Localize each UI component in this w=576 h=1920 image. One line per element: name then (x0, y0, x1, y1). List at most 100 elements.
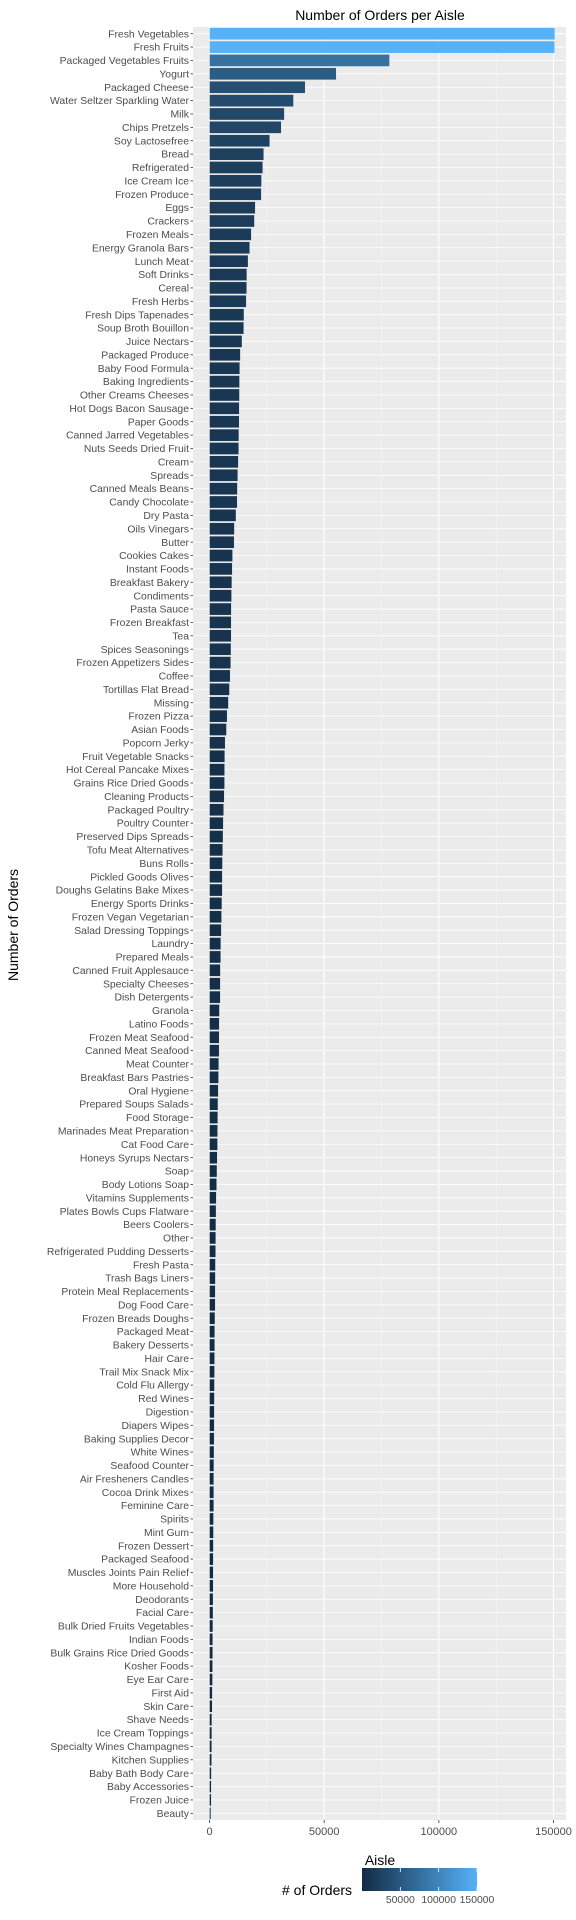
y-tick-label: Fruit Vegetable Snacks (82, 752, 189, 763)
bar (210, 1486, 214, 1498)
y-tick-label: Cocoa Drink Mixes (102, 1488, 189, 1499)
bar (210, 1473, 214, 1485)
y-tick-label: Canned Jarred Vegetables (66, 431, 189, 442)
y-tick-label: Fresh Pasta (133, 1260, 189, 1271)
bar (210, 616, 232, 628)
bar (210, 1767, 212, 1779)
x-axis-title: Aisle (365, 1852, 396, 1868)
y-tick-label: Eggs (165, 203, 189, 214)
y-tick-label: Baby Bath Body Care (89, 1769, 189, 1780)
y-tick-label: Oral Hygiene (128, 1086, 189, 1097)
y-tick-label: Diapers Wipes (121, 1421, 189, 1432)
bar (210, 1098, 218, 1110)
y-tick-label: Indian Foods (129, 1635, 189, 1646)
bar (210, 1085, 219, 1097)
bar (210, 777, 225, 789)
bar (210, 1580, 214, 1592)
bar (210, 1219, 216, 1231)
x-axis: 0 50000 100000 150000 (206, 1820, 571, 1838)
y-tick-label: Packaged Vegetables Fruits (60, 56, 189, 67)
y-tick-label: Packaged Cheese (104, 83, 189, 94)
y-tick-label: Dish Detergents (114, 993, 189, 1004)
bar (210, 282, 247, 294)
bar (210, 657, 231, 669)
bar (210, 964, 221, 976)
y-tick-label: Baking Supplies Decor (84, 1434, 190, 1445)
y-tick-label: Breakfast Bars Pastries (80, 1073, 189, 1084)
y-tick-label: Tortillas Flat Bread (103, 685, 189, 696)
y-tick-label: Baby Food Formula (98, 364, 189, 375)
y-tick-label: Eye Ear Care (127, 1675, 190, 1686)
y-tick-label: Breakfast Bakery (110, 578, 190, 589)
bar (210, 857, 223, 869)
y-tick-label: Facial Care (136, 1608, 189, 1619)
bar (210, 1366, 215, 1378)
y-tick-label: Pickled Goods Olives (90, 872, 189, 883)
y-tick-label: Popcorn Jerky (123, 738, 190, 749)
bar (210, 1513, 214, 1525)
bar (210, 991, 221, 1003)
bar (210, 723, 227, 735)
bar (210, 1058, 219, 1070)
bar (210, 790, 225, 802)
bar (210, 1647, 213, 1659)
y-tick-label: Red Wines (138, 1394, 189, 1405)
y-tick-label: Specialty Cheeses (103, 979, 189, 990)
legend-tick-label: 150000 (460, 1895, 495, 1906)
legend-colorbar (362, 1868, 477, 1891)
bar (210, 871, 223, 883)
y-tick-label: Canned Meals Beans (90, 484, 189, 495)
y-tick-label: Prepared Meals (116, 953, 189, 964)
bar (210, 442, 239, 454)
bar (210, 121, 282, 133)
bar (210, 1178, 217, 1190)
bar (210, 938, 221, 950)
y-tick-label: Spreads (150, 471, 189, 482)
y-tick-label: Packaged Produce (101, 350, 189, 361)
y-tick-label: Instant Foods (126, 565, 189, 576)
bar (210, 295, 247, 307)
bar (210, 1165, 217, 1177)
bar (210, 148, 264, 160)
y-tick-label: Laundry (151, 939, 189, 950)
y-tick-label: Spirits (160, 1515, 189, 1526)
x-tick-label: 0 (206, 1826, 212, 1838)
y-tick-label: Digestion (146, 1407, 190, 1418)
bar (210, 362, 240, 374)
y-tick-label: Baby Accessories (107, 1782, 189, 1793)
bar (210, 1459, 214, 1471)
y-tick-label: Body Lotions Soap (102, 1180, 189, 1191)
bar (210, 1152, 218, 1164)
y-tick-label: Water Seltzer Sparkling Water (50, 96, 190, 107)
y-tick-label: Vitamins Supplements (86, 1193, 189, 1204)
bar (210, 1553, 214, 1565)
y-tick-label: Kosher Foods (124, 1662, 189, 1673)
bar (210, 710, 228, 722)
bar (210, 322, 244, 334)
y-tick-label: Skin Care (143, 1702, 189, 1713)
y-tick-label: Doughs Gelatins Bake Mixes (56, 886, 189, 897)
y-tick-label: Hair Care (145, 1354, 190, 1365)
bar (210, 897, 222, 909)
bar (210, 1727, 212, 1739)
bar (210, 469, 238, 481)
bar (210, 335, 242, 347)
y-tick-label: Food Storage (126, 1113, 189, 1124)
y-tick-label: Air Fresheners Candles (80, 1474, 189, 1485)
bar (210, 349, 241, 361)
y-tick-label: Energy Sports Drinks (91, 899, 189, 910)
bar (210, 188, 262, 200)
y-tick-label: Fresh Fruits (134, 43, 189, 54)
y-tick-label: Refrigerated (132, 163, 189, 174)
bar (210, 175, 262, 187)
bar (210, 95, 294, 107)
bar (210, 523, 235, 535)
bar (210, 269, 247, 281)
y-tick-label: Muscles Joints Pain Relief (68, 1568, 189, 1579)
bar (210, 1633, 213, 1645)
plot-panel (193, 27, 566, 1820)
y-tick-label: Other Creams Cheeses (80, 391, 189, 402)
bar (210, 1125, 218, 1137)
y-tick-label: Frozen Meals (126, 230, 189, 241)
